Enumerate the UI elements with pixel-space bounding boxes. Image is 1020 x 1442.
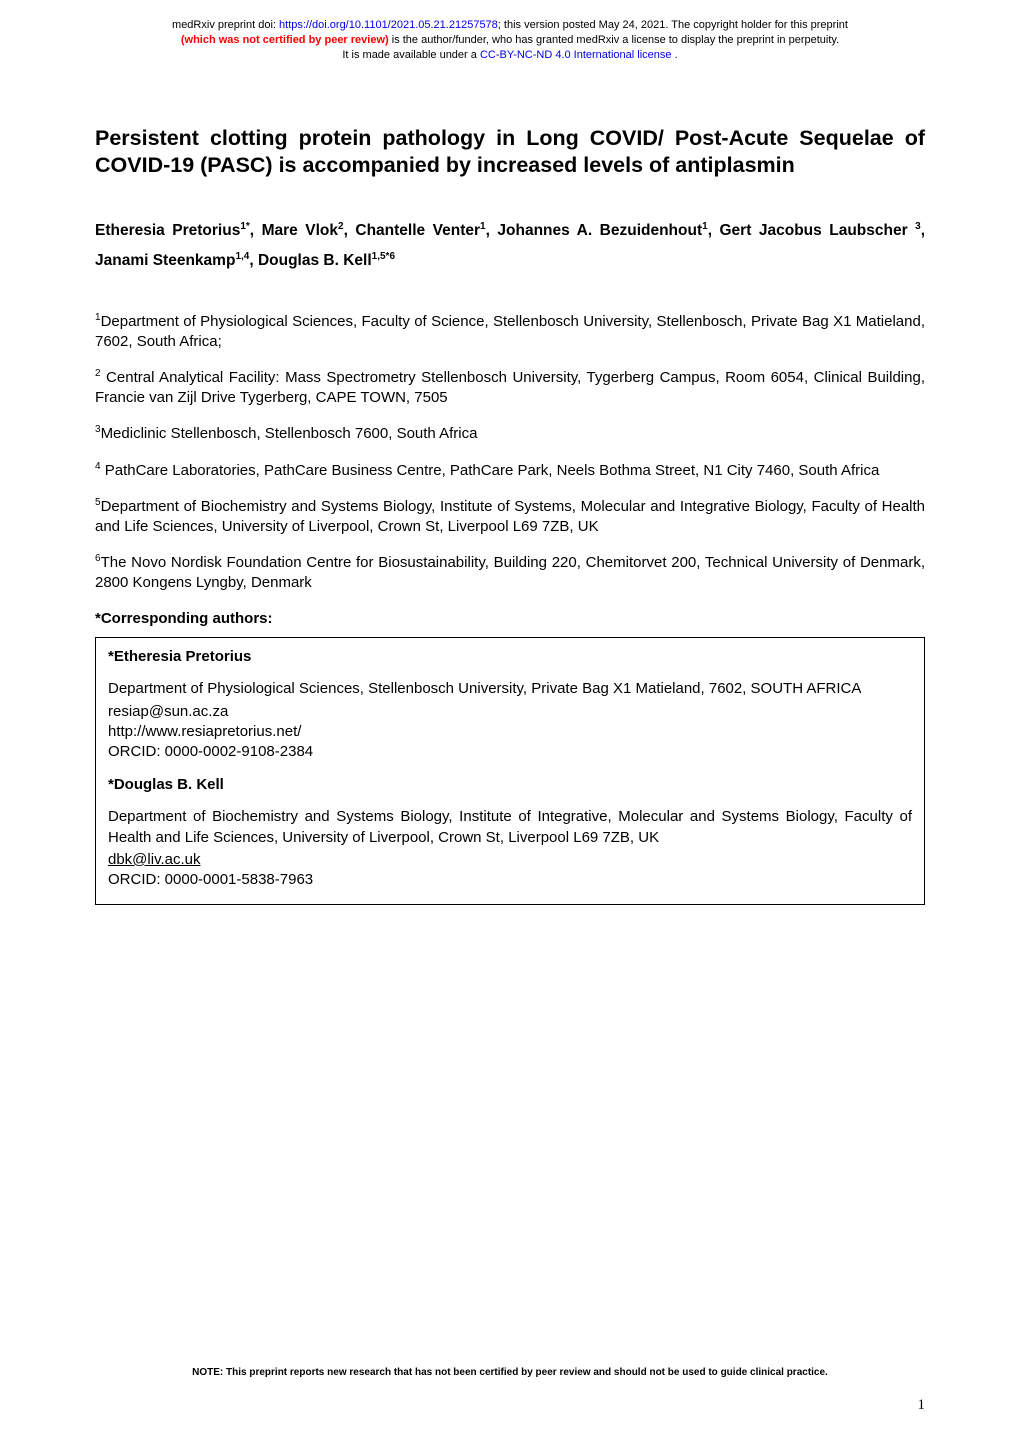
header-line3-suffix: . bbox=[672, 49, 678, 61]
doi-link[interactable]: https://doi.org/10.1101/2021.05.21.21257… bbox=[279, 19, 498, 31]
aff-text: Department of Biochemistry and Systems B… bbox=[95, 498, 925, 535]
corresponding-email-1: resiap@sun.ac.za bbox=[108, 702, 912, 722]
author-sup: 1,4 bbox=[235, 251, 249, 262]
author-text: , Johannes A. Bezuidenhout bbox=[486, 222, 703, 239]
aff-text: The Novo Nordisk Foundation Centre for B… bbox=[95, 554, 925, 591]
peer-review-notice: (which was not certified by peer review) bbox=[181, 34, 389, 46]
corresponding-url-1: http://www.resiapretorius.net/ bbox=[108, 722, 912, 742]
author-text: Jacobus Laubscher bbox=[759, 222, 915, 239]
main-content: Persistent clotting protein pathology in… bbox=[0, 75, 1020, 926]
author-text: , Mare Vlok bbox=[250, 222, 338, 239]
aff-text: Central Analytical Facility: Mass Spectr… bbox=[95, 369, 925, 406]
author-sup: 1,5*6 bbox=[372, 251, 395, 262]
aff-text: Department of Physiological Sciences, Fa… bbox=[95, 313, 925, 350]
corresponding-email-2: dbk@liv.ac.uk bbox=[108, 850, 912, 870]
author-sup: 1* bbox=[240, 221, 249, 232]
affiliation-3: 3Mediclinic Stellenbosch, Stellenbosch 7… bbox=[95, 423, 925, 444]
author-text: , Chantelle Venter bbox=[344, 222, 480, 239]
spacer bbox=[108, 762, 912, 776]
affiliation-5: 5Department of Biochemistry and Systems … bbox=[95, 496, 925, 536]
header-line3-prefix: It is made available under a bbox=[342, 49, 480, 61]
corresponding-name-1: *Etheresia Pretorius bbox=[108, 648, 912, 665]
corresponding-orcid-1: ORCID: 0000-0002-9108-2384 bbox=[108, 742, 912, 762]
author-text: , Douglas B. Kell bbox=[249, 252, 371, 269]
preprint-header: medRxiv preprint doi: https://doi.org/10… bbox=[0, 0, 1020, 75]
paper-title: Persistent clotting protein pathology in… bbox=[95, 125, 925, 181]
affiliation-1: 1Department of Physiological Sciences, F… bbox=[95, 311, 925, 351]
corresponding-name-2: *Douglas B. Kell bbox=[108, 776, 912, 793]
affiliation-6: 6The Novo Nordisk Foundation Centre for … bbox=[95, 552, 925, 592]
corresponding-orcid-2: ORCID: 0000-0001-5838-7963 bbox=[108, 870, 912, 890]
corresponding-address-2: Department of Biochemistry and Systems B… bbox=[108, 807, 912, 848]
affiliation-4: 4 PathCare Laboratories, PathCare Busine… bbox=[95, 460, 925, 481]
correspondence-box: *Etheresia Pretorius Department of Physi… bbox=[95, 637, 925, 905]
header-line1-suffix: ; this version posted May 24, 2021. The … bbox=[498, 19, 848, 31]
corresponding-address-1: Department of Physiological Sciences, St… bbox=[108, 679, 912, 699]
corresponding-heading: *Corresponding authors: bbox=[95, 610, 925, 627]
author-text: Etheresia Pretorius bbox=[95, 222, 240, 239]
page-number: 1 bbox=[918, 1397, 926, 1414]
affiliation-2: 2 Central Analytical Facility: Mass Spec… bbox=[95, 367, 925, 407]
footer-note: NOTE: This preprint reports new research… bbox=[0, 1367, 1020, 1378]
author-text: , Gert bbox=[708, 222, 752, 239]
license-link[interactable]: CC-BY-NC-ND 4.0 International license bbox=[480, 49, 672, 61]
aff-text: PathCare Laboratories, PathCare Business… bbox=[101, 462, 880, 479]
aff-text: Mediclinic Stellenbosch, Stellenbosch 76… bbox=[101, 425, 478, 442]
header-line1-prefix: medRxiv preprint doi: bbox=[172, 19, 279, 31]
authors-block: Etheresia Pretorius1*, Mare Vlok2, Chant… bbox=[95, 216, 925, 275]
header-line2-suffix: is the author/funder, who has granted me… bbox=[389, 34, 839, 46]
